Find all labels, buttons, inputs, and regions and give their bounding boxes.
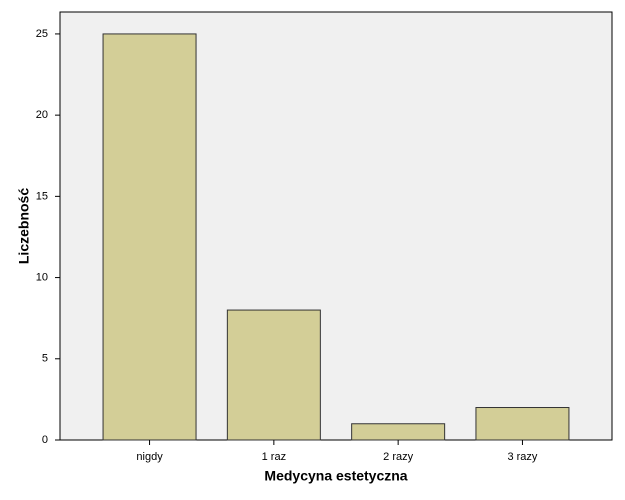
bar: [102, 33, 197, 441]
x-tick-label: 1 raz: [262, 451, 286, 463]
y-tick-label: 5: [42, 353, 48, 365]
y-tick-label: 10: [36, 271, 48, 283]
x-tick-label: 2 razy: [383, 451, 413, 463]
bar: [351, 423, 446, 441]
y-axis-title: Liczebność: [16, 188, 32, 264]
x-axis-title: Medycyna estetyczna: [264, 468, 407, 484]
x-tick-label: nigdy: [136, 451, 163, 463]
bar: [475, 407, 570, 441]
y-tick-label: 15: [36, 190, 48, 202]
y-tick-label: 0: [42, 434, 48, 446]
y-tick-label: 20: [36, 109, 48, 121]
bar: [226, 309, 321, 441]
x-tick-label: 3 razy: [507, 451, 537, 463]
y-tick-label: 25: [36, 28, 48, 40]
